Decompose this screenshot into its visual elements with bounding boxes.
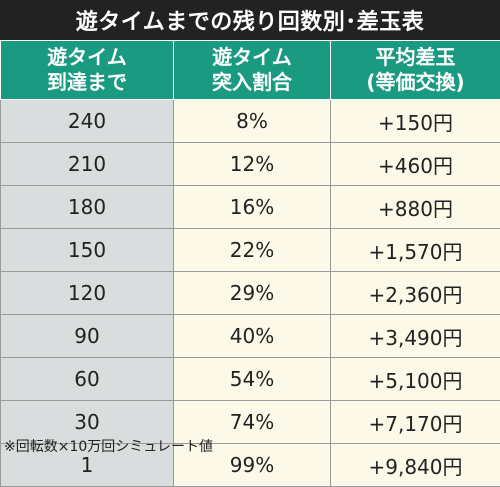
cell-rate: 40% [174,315,331,358]
header-row: 遊タイム 到達まで 遊タイム 突入割合 平均差玉 (等価交換) [1,41,500,100]
cell-diff: +1,570円 [331,229,500,272]
cell-diff: +880円 [331,186,500,229]
table-row: 180 16% +880円 [1,186,500,229]
table-row: 120 29% +2,360円 [1,272,500,315]
cell-rate: 8% [174,100,331,143]
cell-diff: +3,490円 [331,315,500,358]
header-diff: 平均差玉 (等価交換) [331,41,500,100]
table-row: 150 22% +1,570円 [1,229,500,272]
cell-diff: +7,170円 [331,401,500,444]
table-row: 210 12% +460円 [1,143,500,186]
cell-rate: 29% [174,272,331,315]
header-rate: 遊タイム 突入割合 [174,41,331,100]
table-figure: 遊タイムまでの残り回数別･差玉表 遊タイム 到達まで 遊タイム 突入割合 平均差… [0,0,500,458]
cell-remaining: 180 [1,186,174,229]
cell-rate: 22% [174,229,331,272]
cell-diff: +9,840円 [331,444,500,487]
cell-remaining: 120 [1,272,174,315]
cell-remaining: 240 [1,100,174,143]
footnote: ※回転数×10万回シミュレート値 [4,437,213,458]
table-row: 90 40% +3,490円 [1,315,500,358]
cell-diff: +150円 [331,100,500,143]
cell-remaining: 60 [1,358,174,401]
cell-diff: +2,360円 [331,272,500,315]
table-row: 60 54% +5,100円 [1,358,500,401]
header-remaining: 遊タイム 到達まで [1,41,174,100]
table-row: 240 8% +150円 [1,100,500,143]
table-title: 遊タイムまでの残り回数別･差玉表 [0,0,500,40]
cell-diff: +5,100円 [331,358,500,401]
data-table: 遊タイム 到達まで 遊タイム 突入割合 平均差玉 (等価交換) 240 8% +… [0,40,500,487]
cell-diff: +460円 [331,143,500,186]
cell-rate: 12% [174,143,331,186]
cell-remaining: 90 [1,315,174,358]
cell-rate: 16% [174,186,331,229]
cell-remaining: 150 [1,229,174,272]
cell-rate: 54% [174,358,331,401]
cell-remaining: 210 [1,143,174,186]
